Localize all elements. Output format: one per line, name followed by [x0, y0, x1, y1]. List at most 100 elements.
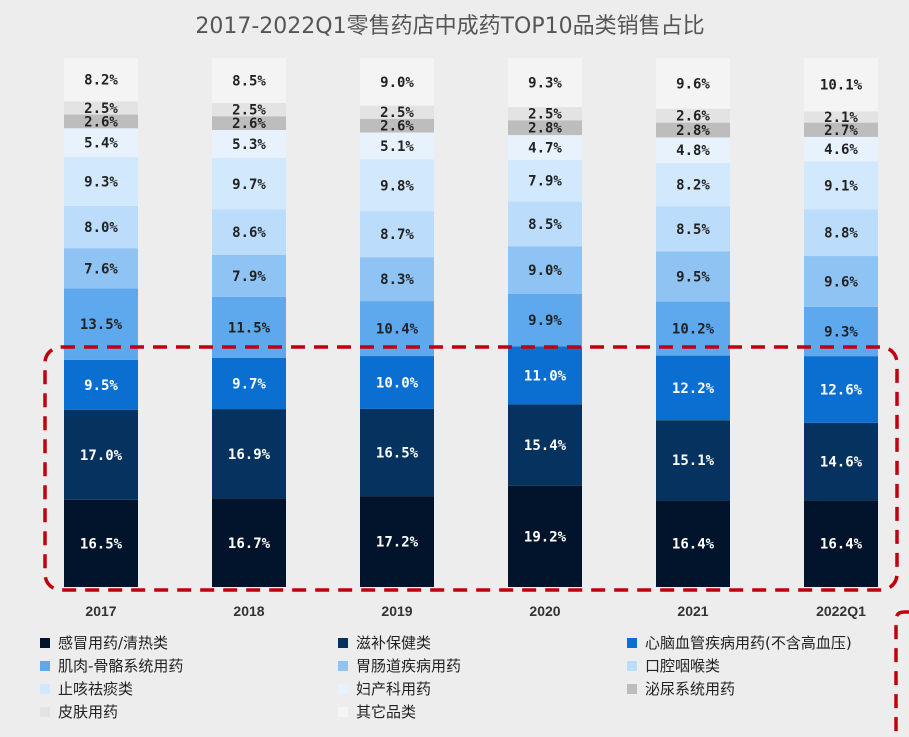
bar-segment	[64, 205, 138, 249]
category-label: 2019	[381, 603, 412, 619]
bar-segment	[804, 136, 878, 162]
data-label: 16.5%	[80, 536, 123, 552]
bar-segment	[804, 209, 878, 257]
data-label: 8.2%	[84, 73, 118, 89]
category-label: 2020	[529, 603, 560, 619]
data-label: 4.8%	[676, 143, 710, 159]
bar-segment	[64, 114, 138, 129]
data-label: 16.4%	[672, 537, 715, 553]
legend-label: 皮肤用药	[58, 703, 118, 721]
bar-segment	[508, 201, 582, 247]
data-label: 10.1%	[820, 78, 863, 94]
data-label: 9.5%	[676, 269, 710, 285]
highlight-layer	[43, 345, 909, 737]
legend-swatch	[338, 684, 348, 694]
data-label: 9.3%	[824, 325, 858, 341]
data-label: 9.1%	[824, 178, 858, 194]
data-label: 13.5%	[80, 317, 123, 333]
bar-segment	[508, 107, 582, 121]
data-label: 9.8%	[380, 178, 414, 194]
bar-segment	[360, 58, 434, 106]
data-label: 16.5%	[376, 446, 419, 462]
bar-segment	[804, 256, 878, 307]
legend-label: 口腔咽喉类	[645, 657, 720, 675]
data-label: 9.7%	[232, 177, 266, 193]
bar-segment	[804, 111, 878, 123]
category-label: 2017	[85, 603, 116, 619]
bar-segment	[656, 206, 730, 252]
chart-title: 2017-2022Q1零售药店中成药TOP10品类销售占比	[195, 14, 704, 39]
data-label: 2.6%	[232, 116, 266, 132]
data-label: 2.5%	[84, 101, 118, 117]
bar-segment	[360, 408, 434, 497]
bar-segment	[360, 496, 434, 587]
data-label: 17.0%	[80, 448, 123, 464]
bar-segment	[508, 159, 582, 202]
data-label: 2.5%	[380, 105, 414, 121]
data-label: 11.0%	[524, 368, 567, 384]
bar-segment	[212, 103, 286, 117]
bar-segment	[508, 485, 582, 587]
data-label: 2.7%	[824, 123, 858, 139]
legend: 感冒用药/清热类 滋补保健类 心脑血管疾病用药(不含高血压) 肌肉-骨骼系统用药 胃肠道…	[40, 634, 852, 721]
bar-segment	[656, 500, 730, 587]
legend-swatch	[627, 661, 637, 671]
data-label: 16.4%	[820, 537, 863, 553]
legend-swatch	[40, 707, 50, 717]
bar-segment	[212, 130, 286, 159]
bar-segment	[656, 420, 730, 501]
data-label: 16.9%	[228, 447, 271, 463]
data-label: 12.2%	[672, 381, 715, 397]
data-label: 9.6%	[824, 274, 858, 290]
bar-segment	[804, 58, 878, 112]
data-label: 2.5%	[528, 107, 562, 123]
data-label: 7.9%	[528, 174, 562, 190]
data-label: 19.2%	[524, 529, 567, 545]
data-label: 12.6%	[820, 382, 863, 398]
bar-segment	[508, 293, 582, 347]
bar-segment	[804, 356, 878, 423]
data-label: 9.3%	[84, 174, 118, 190]
highlight-box-secondary	[894, 610, 909, 737]
legend-swatch	[627, 638, 637, 648]
bar-segment	[804, 161, 878, 210]
legend-swatch	[40, 684, 50, 694]
legend-label: 泌尿系统用药	[645, 680, 735, 698]
legend-swatch	[627, 684, 637, 694]
data-label: 8.5%	[232, 74, 266, 90]
legend-swatch	[338, 661, 348, 671]
category-label: 2021	[677, 603, 708, 619]
data-label: 2.6%	[84, 114, 118, 130]
bar-segment	[212, 357, 286, 410]
data-label: 9.3%	[528, 76, 562, 92]
data-label: 8.6%	[232, 225, 266, 241]
data-label: 10.2%	[672, 322, 715, 338]
data-label: 8.2%	[676, 178, 710, 194]
legend-label: 止咳祛痰类	[58, 680, 133, 698]
bar-segment	[360, 159, 434, 212]
data-label: 16.7%	[228, 536, 271, 552]
bar-segment	[804, 306, 878, 357]
bar-segment	[64, 156, 138, 206]
data-label: 4.6%	[824, 142, 858, 158]
category-label: 2022Q1	[816, 603, 866, 619]
bar-segment	[804, 422, 878, 501]
data-label: 4.7%	[528, 140, 562, 156]
data-label: 2.6%	[380, 119, 414, 135]
bar-segment	[360, 356, 434, 409]
bar-segment	[64, 288, 138, 360]
data-label: 7.6%	[84, 261, 118, 277]
data-label: 8.7%	[380, 227, 414, 243]
bar-segment	[212, 409, 286, 499]
data-label: 2.6%	[676, 109, 710, 125]
bar-segment	[508, 58, 582, 108]
bar-segment	[64, 128, 138, 157]
data-label: 5.1%	[380, 139, 414, 155]
bar-segment	[212, 209, 286, 255]
bar-segment	[212, 254, 286, 297]
bar-segment	[360, 118, 434, 133]
data-label: 10.0%	[376, 375, 419, 391]
legend-label: 心脑血管疾病用药(不含高血压)	[645, 634, 852, 652]
bar-segment	[804, 500, 878, 587]
legend-label: 肌肉-骨骼系统用药	[58, 657, 183, 675]
